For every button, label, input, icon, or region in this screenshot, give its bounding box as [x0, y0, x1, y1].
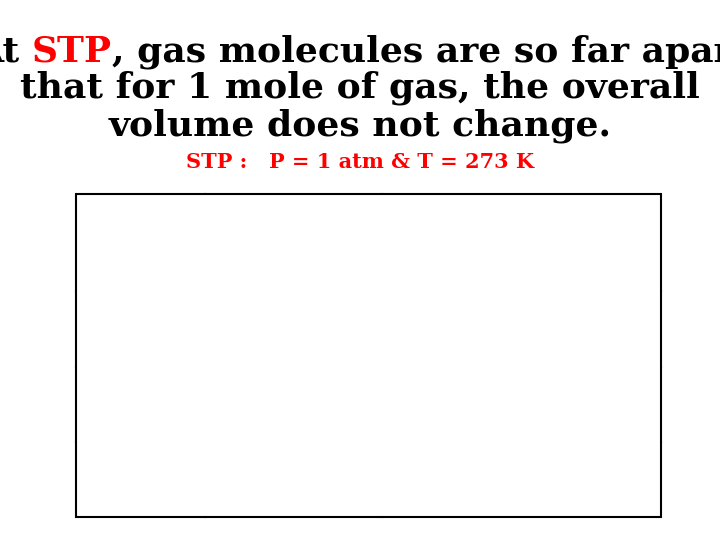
Text: 22.4 L/mol: 22.4 L/mol: [451, 392, 592, 416]
Text: that for 1 mole of gas, the overall: that for 1 mole of gas, the overall: [20, 70, 700, 105]
Text: At: At: [0, 35, 32, 68]
Text: MOLAR
VOLUME: MOLAR VOLUME: [462, 215, 580, 271]
Text: , gas molecules are so far apart: , gas molecules are so far apart: [112, 34, 720, 69]
Text: STP: STP: [32, 35, 112, 68]
Text: 22.4 L/mol: 22.4 L/mol: [451, 317, 592, 341]
Text: volume does not change.: volume does not change.: [109, 108, 611, 143]
Text: H: H: [123, 317, 145, 341]
Text: WEIGHT: WEIGHT: [235, 231, 351, 255]
Text: STP :   P = 1 atm & T = 273 K: STP : P = 1 atm & T = 273 K: [186, 152, 534, 172]
Text: 28.0 g/mol: 28.0 g/mol: [223, 392, 364, 416]
Text: N: N: [124, 392, 145, 416]
Text: Xe: Xe: [124, 468, 157, 491]
Text: 2: 2: [145, 406, 157, 422]
Text: 2: 2: [145, 330, 158, 347]
Text: 131.3 g/mol: 131.3 g/mol: [215, 468, 372, 491]
Text: GAS: GAS: [112, 231, 168, 255]
Text: 2.0 g/mol: 2.0 g/mol: [231, 317, 356, 341]
Text: 22.4 L/mol: 22.4 L/mol: [451, 468, 592, 491]
